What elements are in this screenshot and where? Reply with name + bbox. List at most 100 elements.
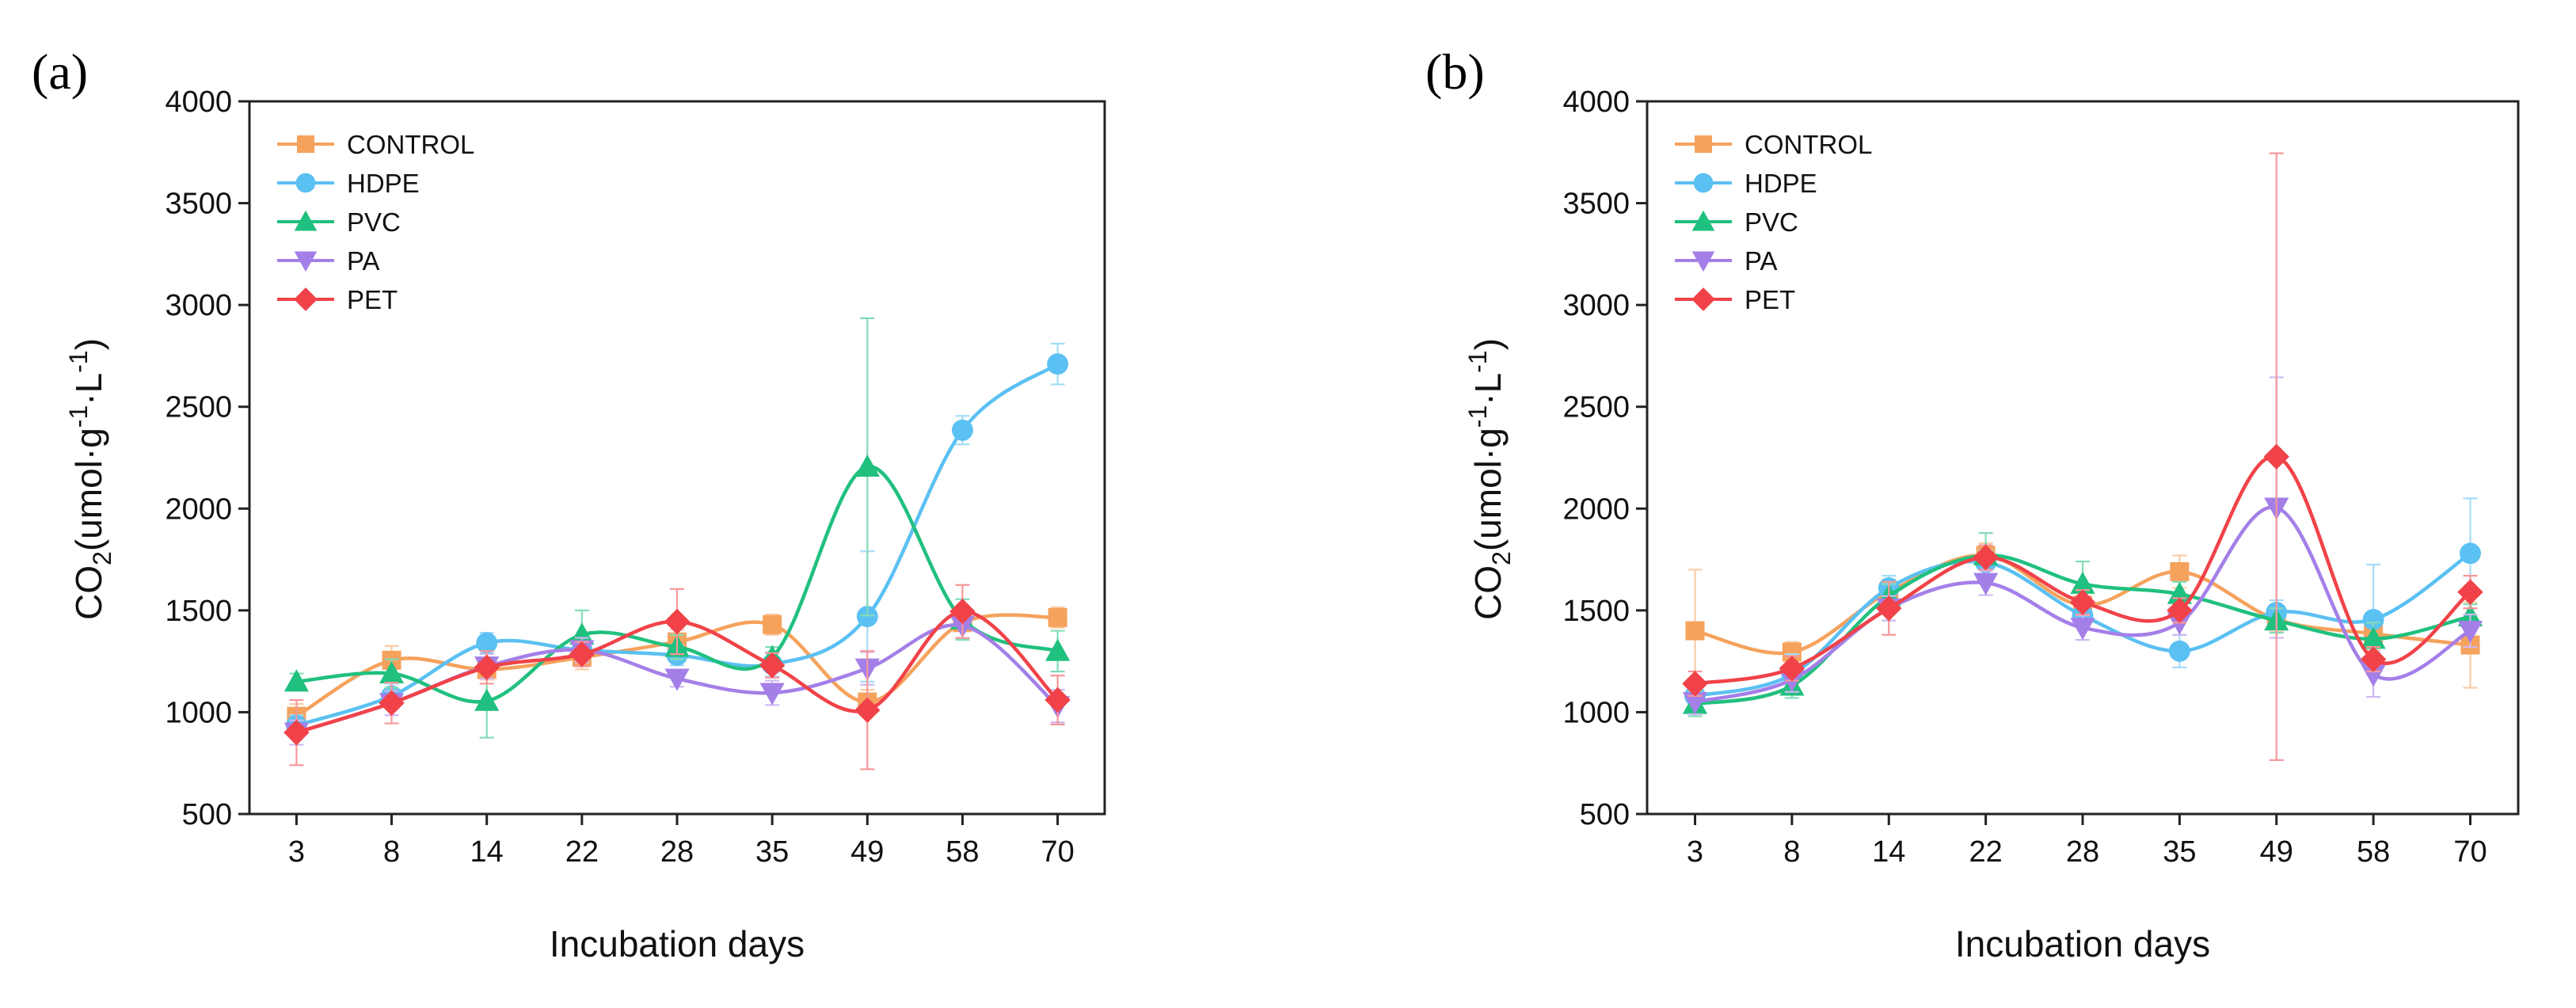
data-point <box>379 690 405 717</box>
x-tick-label: 70 <box>2453 835 2487 869</box>
legend-item-control: CONTROL <box>1675 130 1872 159</box>
y-axis-title-unit: (umol·g <box>1467 428 1509 551</box>
y-tick-label: 4000 <box>165 86 232 119</box>
legend-item-hdpe: HDPE <box>277 169 420 198</box>
y-tick-label: 500 <box>182 798 232 831</box>
legend-marker <box>1695 135 1712 153</box>
x-tick-label: 14 <box>470 835 504 869</box>
y-axis-title-superscript-1: -1 <box>64 405 93 428</box>
data-point <box>1973 544 1999 571</box>
legend-marker <box>294 251 318 272</box>
y-axis-title-superscript-1: -1 <box>1463 405 1492 428</box>
y-axis: 500 1000 1500 2000 2500 3000 3500 4000 <box>165 86 249 831</box>
data-point <box>2457 621 2483 644</box>
data-point <box>664 608 691 635</box>
data-point <box>1045 638 1071 661</box>
legend-label: PA <box>347 246 380 276</box>
x-tick-label: 35 <box>2163 835 2196 869</box>
legend-item-control: CONTROL <box>277 130 474 159</box>
data-point <box>283 719 310 746</box>
y-tick-label: 1500 <box>1562 595 1630 628</box>
data-point <box>2361 664 2386 687</box>
y-tick-label: 1000 <box>1562 696 1630 729</box>
x-tick-label: 3 <box>1687 835 1703 869</box>
x-tick-label: 14 <box>1872 835 1905 869</box>
panel-label: (a) <box>32 44 88 100</box>
y-axis-title-unit: (umol·g <box>68 428 109 551</box>
legend-marker <box>297 135 314 153</box>
data-point <box>664 668 690 691</box>
legend-marker <box>1691 210 1715 231</box>
legend-item-pa: PA <box>1675 246 1778 276</box>
x-tick-label: 28 <box>660 835 694 869</box>
data-point <box>763 614 782 634</box>
y-axis: 500 1000 1500 2000 2500 3000 3500 4000 <box>1562 86 1647 831</box>
data-point <box>2167 612 2192 635</box>
data-point <box>1876 595 1902 622</box>
legend-marker <box>1691 287 1715 311</box>
data-point <box>1048 607 1067 627</box>
data-point <box>283 669 309 692</box>
legend-label: PVC <box>347 207 401 237</box>
y-axis-title-main: CO <box>68 565 109 620</box>
legend-label: PET <box>347 285 398 314</box>
y-axis-title-subscript: 2 <box>1487 551 1516 565</box>
legend-item-pvc: PVC <box>277 207 401 237</box>
data-point <box>379 660 405 684</box>
y-tick-label: 1500 <box>165 595 232 628</box>
data-point <box>2457 579 2483 605</box>
legend-item-pvc: PVC <box>1675 207 1798 237</box>
y-axis-title-superscript-2: -1 <box>1463 350 1492 372</box>
y-axis-title-unit-mid: ·L <box>1467 373 1509 405</box>
legend-label: PVC <box>1745 207 1798 237</box>
data-point <box>474 688 500 711</box>
y-tick-label: 500 <box>1580 798 1630 831</box>
legend-marker <box>294 210 318 231</box>
x-tick-label: 22 <box>565 835 599 869</box>
y-tick-label: 3500 <box>1562 188 1630 221</box>
y-axis-title-unit-end: ) <box>1467 338 1509 350</box>
data-point <box>2070 618 2095 641</box>
y-axis-title-unit-mid: ·L <box>68 373 109 405</box>
data-point <box>1973 572 1999 595</box>
x-tick-label: 49 <box>850 835 884 869</box>
x-tick-label: 49 <box>2260 835 2293 869</box>
y-tick-label: 2000 <box>165 493 232 526</box>
legend: CONTROL HDPE PVC PA PET <box>1675 130 1872 314</box>
y-tick-label: 2500 <box>1562 391 1630 424</box>
data-point <box>856 606 878 628</box>
x-axis: 3 8 14 22 28 35 49 58 70 <box>1687 814 2487 869</box>
series-line <box>1694 505 2471 704</box>
data-point <box>2069 589 2096 615</box>
data-point <box>1682 671 1708 697</box>
x-tick-label: 8 <box>383 835 400 869</box>
x-tick-label: 8 <box>1783 835 1800 869</box>
chart-panel-b: (b) Incubation days CO2(umol·g-1·L-1) 50… <box>1425 44 2520 964</box>
legend-label: CONTROL <box>347 130 474 159</box>
data-point <box>854 454 880 477</box>
y-axis-title: CO2(umol·g-1·L-1) <box>64 338 116 620</box>
data-point <box>854 697 881 724</box>
y-tick-label: 1000 <box>165 696 232 729</box>
legend-item-pet: PET <box>277 285 398 314</box>
x-tick-label: 58 <box>946 835 979 869</box>
data-point <box>2361 626 2386 649</box>
data-point <box>2460 542 2481 565</box>
legend-marker <box>1691 251 1715 272</box>
series-line <box>295 362 1059 728</box>
data-point <box>569 641 595 668</box>
data-point <box>1685 621 1705 641</box>
y-axis-title-main: CO <box>1467 565 1509 620</box>
x-tick-label: 28 <box>2066 835 2099 869</box>
data-point <box>1779 655 1805 682</box>
series-line <box>295 609 1060 735</box>
x-axis: 3 8 14 22 28 35 49 58 70 <box>288 814 1075 869</box>
y-tick-label: 2500 <box>165 391 232 424</box>
legend-label: PET <box>1745 285 1795 314</box>
data-point <box>759 683 785 706</box>
data-point <box>569 622 595 645</box>
data-point <box>2070 571 2095 594</box>
data-point <box>952 419 973 441</box>
data-point <box>759 652 786 679</box>
